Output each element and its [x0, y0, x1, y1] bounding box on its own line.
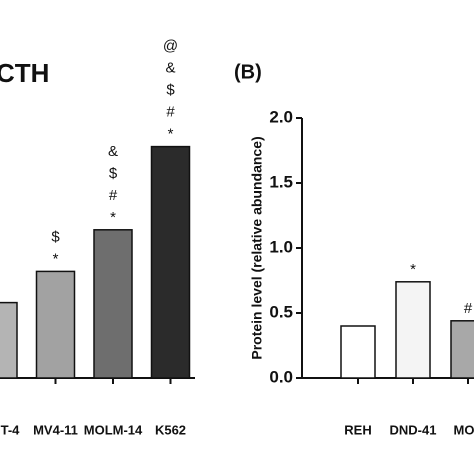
bar: [395, 281, 431, 379]
significance-mark: $: [166, 82, 175, 99]
bar: [35, 270, 76, 379]
panel-title: CTH: [0, 58, 49, 88]
significance-mark: #: [166, 104, 175, 121]
x-tick-label: REH: [344, 422, 371, 437]
significance-mark: $: [109, 165, 118, 182]
x-tick-label: T-4: [1, 422, 21, 437]
bar: [450, 320, 474, 379]
significance-mark: *: [410, 261, 416, 278]
y-tick-label: 1.5: [269, 172, 293, 191]
x-tick-label: DND-41: [390, 422, 437, 437]
significance-mark: #: [464, 300, 473, 317]
x-tick-label: MOLM-14: [84, 422, 143, 437]
bar: [340, 325, 376, 379]
significance-mark: *: [110, 209, 116, 226]
significance-mark: &: [108, 143, 118, 160]
significance-mark: *: [168, 126, 174, 143]
significance-mark: $: [51, 228, 60, 245]
bar: [0, 301, 18, 379]
y-tick-label: 0.5: [269, 302, 293, 321]
panel-label: (B): [234, 61, 262, 83]
significance-mark: #: [109, 187, 118, 204]
bar: [93, 229, 133, 379]
significance-mark: *: [53, 250, 59, 267]
x-tick-label: K562: [155, 422, 186, 437]
y-axis-label: Protein level (relative abundance): [249, 136, 265, 359]
y-tick-label: 1.0: [269, 237, 293, 256]
x-tick-label: MOL: [454, 422, 474, 437]
y-tick-label: 0.0: [269, 367, 293, 386]
y-tick-label: 2.0: [269, 107, 293, 126]
significance-mark: &: [165, 60, 175, 77]
significance-mark: @: [163, 38, 178, 55]
bar: [150, 145, 191, 379]
x-tick-label: MV4-11: [33, 422, 78, 437]
